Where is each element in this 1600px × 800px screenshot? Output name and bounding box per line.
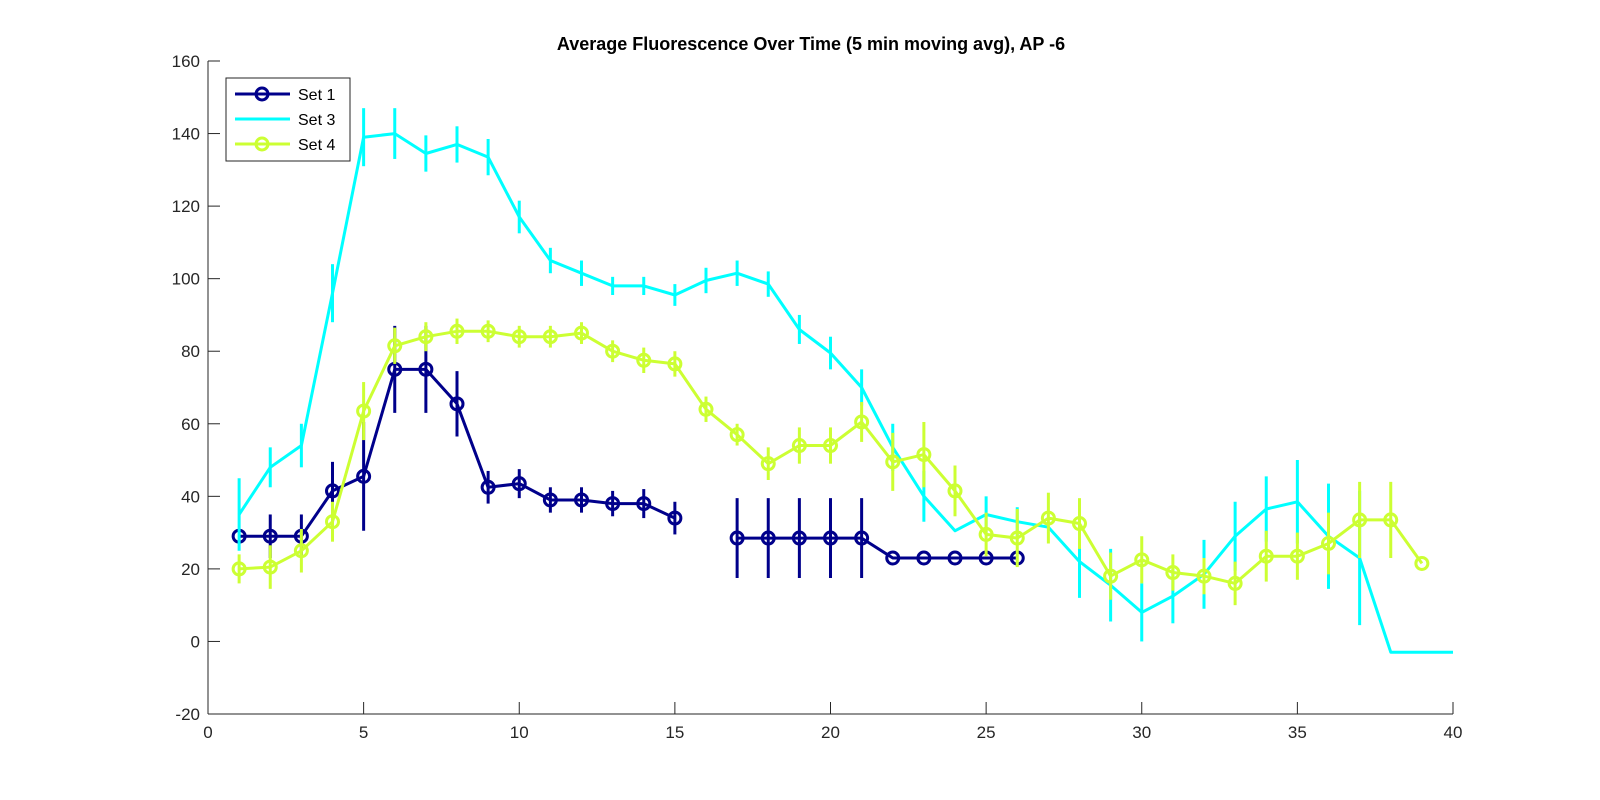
y-tick-label: 100 (172, 270, 200, 289)
data-point (667, 510, 683, 526)
data-point (480, 479, 496, 495)
data-point (729, 427, 745, 443)
x-tick-label: 30 (1132, 723, 1151, 742)
data-point (418, 329, 434, 345)
data-point (854, 414, 870, 430)
series-line (239, 367, 676, 538)
data-point (916, 447, 932, 463)
data-point (916, 550, 932, 566)
data-point (1165, 565, 1181, 581)
data-point (325, 483, 340, 499)
legend-label: Set 4 (298, 137, 335, 154)
data-point (1383, 512, 1399, 528)
data-point (574, 492, 589, 508)
data-point (1134, 552, 1150, 568)
data-point (542, 492, 558, 508)
data-point (605, 496, 621, 512)
y-tick-label: 20 (181, 560, 200, 579)
data-point (947, 483, 963, 499)
x-tick-label: 0 (203, 723, 212, 742)
data-point (1352, 512, 1368, 528)
data-point (1040, 510, 1056, 526)
series-line (737, 536, 1018, 560)
data-point (231, 561, 247, 577)
data-point (480, 323, 496, 339)
legend-label: Set 3 (298, 112, 335, 129)
data-point (1227, 575, 1243, 591)
data-point (1009, 530, 1025, 546)
series-2-group (237, 108, 1453, 654)
data-point (760, 530, 776, 546)
x-tick-label: 25 (977, 723, 996, 742)
y-tick-label: 60 (181, 415, 200, 434)
y-tick-label: 80 (181, 342, 200, 361)
x-tick-label: 35 (1288, 723, 1307, 742)
data-point (729, 530, 745, 546)
y-tick-label: 160 (172, 52, 200, 71)
y-tick-label: 0 (191, 632, 200, 651)
data-point (325, 514, 340, 530)
data-point (574, 325, 589, 341)
data-point (449, 323, 465, 339)
x-tick-label: 10 (510, 723, 529, 742)
data-point (262, 559, 278, 575)
data-point (791, 438, 807, 454)
legend-label: Set 1 (298, 87, 335, 104)
data-point (667, 356, 683, 372)
plot-area (231, 108, 1453, 654)
data-point (636, 352, 652, 368)
data-point (698, 401, 714, 417)
data-point (1321, 535, 1336, 551)
data-point (1414, 555, 1430, 571)
data-point (823, 438, 838, 454)
data-point (854, 530, 870, 546)
data-point (1072, 516, 1087, 532)
x-tick-label: 40 (1444, 723, 1463, 742)
data-point (387, 338, 403, 354)
data-point (791, 530, 807, 546)
y-tick-label: -20 (175, 705, 200, 724)
series-line (239, 329, 1424, 585)
x-tick-label: 20 (821, 723, 840, 742)
data-point (511, 476, 527, 492)
data-point (293, 543, 309, 559)
legend: Set 1 Set 3 Set 4 (225, 77, 351, 162)
x-tick-label: 15 (665, 723, 684, 742)
data-point (356, 468, 372, 484)
legend-swatch-marker (254, 86, 270, 102)
x-tick-label: 5 (359, 723, 368, 742)
chart-title: Average Fluorescence Over Time (5 min mo… (557, 34, 1065, 54)
series-line (237, 132, 1453, 654)
data-point (1289, 548, 1305, 564)
data-point (636, 496, 652, 512)
data-point (823, 530, 838, 546)
data-point (978, 526, 994, 542)
data-point (885, 550, 901, 566)
data-point (947, 550, 963, 566)
y-tick-label: 120 (172, 197, 200, 216)
data-point (605, 343, 621, 359)
data-point (356, 403, 372, 419)
data-point (760, 456, 776, 472)
data-point (885, 454, 901, 470)
y-tick-label: 140 (172, 125, 200, 144)
data-point (542, 329, 558, 345)
data-point (262, 528, 278, 544)
series-1-group (231, 325, 1025, 578)
data-point (511, 329, 527, 345)
data-point (449, 396, 465, 412)
data-point (1103, 568, 1119, 584)
y-tick-label: 40 (181, 487, 200, 506)
data-point (1196, 568, 1212, 584)
series-3-group (231, 318, 1430, 606)
legend-swatch-marker (254, 136, 270, 152)
data-point (418, 361, 434, 377)
data-point (1258, 548, 1274, 564)
